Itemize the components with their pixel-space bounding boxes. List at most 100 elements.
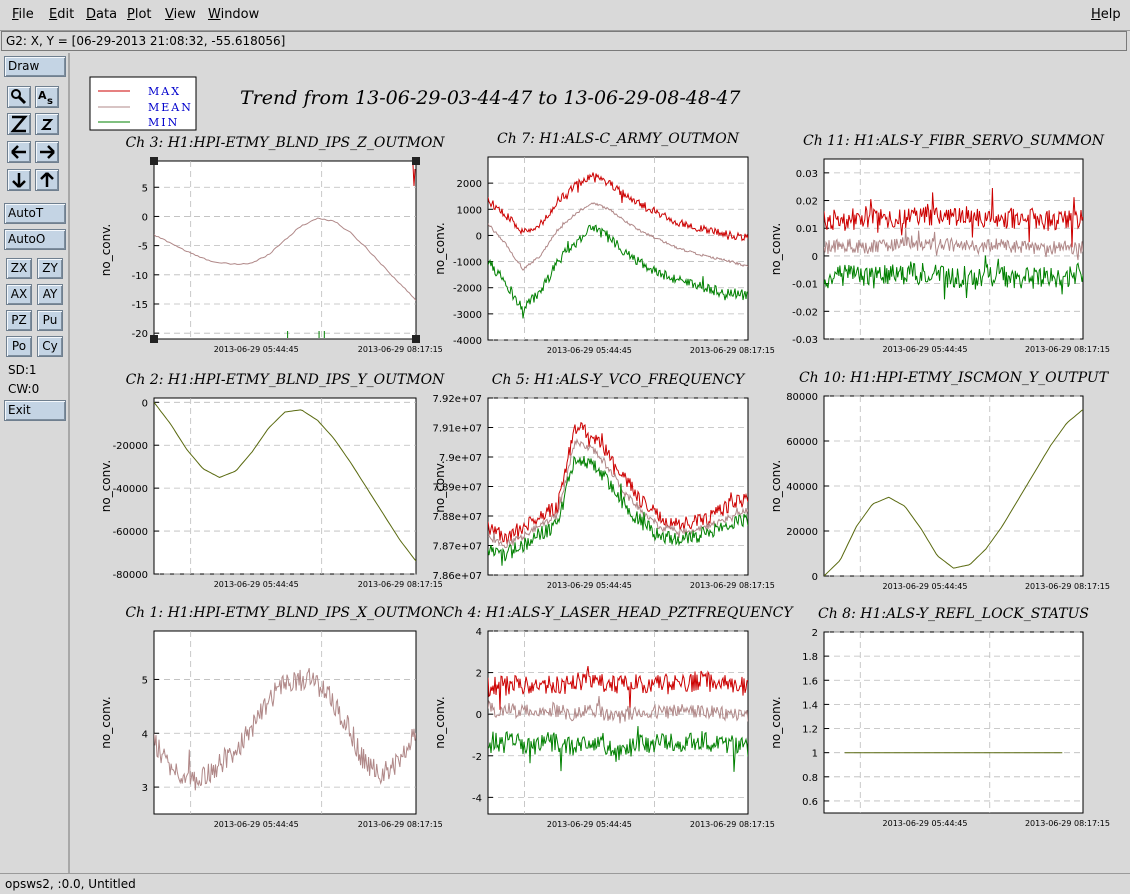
y-tick-label: 4 [476, 627, 482, 638]
selection-handle[interactable] [150, 157, 158, 165]
x-tick-label: 2013-06-29 05:44:45 [547, 820, 632, 829]
zoom-in-icon[interactable] [7, 113, 31, 135]
selection-handle[interactable] [150, 335, 158, 343]
y-tick-label: 0 [476, 231, 482, 242]
chart-title: Ch 10: H1:HPI-ETMY_ISCMON_Y_OUTPUT [799, 370, 1110, 386]
cy-button[interactable]: Cy [37, 336, 63, 357]
zoom-out-icon[interactable] [35, 113, 59, 135]
y-tick-label: 0 [476, 710, 482, 721]
arrow-down-icon[interactable] [7, 169, 31, 191]
plot-area[interactable] [823, 631, 1084, 814]
plot-area[interactable] [487, 156, 749, 341]
magnify-icon[interactable] [7, 86, 31, 108]
legend-label-mean: MEAN [148, 101, 193, 114]
y-tick-label: 7.87e+07 [432, 542, 482, 553]
y-axis-label: no_conv. [769, 460, 783, 512]
plot-area[interactable] [153, 397, 417, 575]
po-button[interactable]: Po [6, 336, 32, 357]
draw-button[interactable]: Draw [4, 56, 66, 77]
legend-label-min: MIN [148, 116, 179, 129]
y-tick-label: -60000 [113, 527, 148, 538]
x-tick-label: 2013-06-29 08:17:15 [358, 345, 443, 354]
x-tick-label: 2013-06-29 05:44:45 [883, 582, 968, 591]
y-tick-label: 3 [142, 783, 148, 794]
arrow-right-icon[interactable] [35, 141, 59, 163]
y-tick-label: -40000 [113, 484, 148, 495]
chart-4: -80000 -60000 -40000 -20000 0 2013-06-29 05:4… [99, 372, 445, 589]
menu-file[interactable]: File [12, 7, 34, 22]
y-tick-label: -80000 [113, 570, 148, 581]
y-tick-label: -0.02 [792, 307, 818, 318]
arrow-left-icon[interactable] [7, 141, 31, 163]
menu-plot[interactable]: Plot [127, 7, 152, 22]
series-line-min [824, 255, 1083, 300]
menu-data[interactable]: Data [86, 7, 118, 22]
series-line-mean [154, 217, 416, 301]
y-tick-label: 2000 [457, 179, 482, 190]
plot-area[interactable] [153, 630, 417, 815]
chart-2: -4000 -3000 -2000 -1000 0 1000 2000 2013-06-29 … [433, 131, 775, 355]
menu-view[interactable]: View [165, 7, 196, 22]
zx-button[interactable]: ZX [6, 258, 32, 279]
y-tick-label: 0 [142, 398, 148, 409]
y-tick-label: 7.9e+07 [439, 453, 482, 464]
y-tick-label: 1 [812, 749, 818, 760]
y-tick-label: -10 [132, 271, 148, 282]
series-line-max [412, 164, 416, 187]
y-tick-label: 2 [812, 628, 818, 639]
selection-handle[interactable] [412, 157, 420, 165]
menu-edit[interactable]: Edit [49, 7, 75, 22]
y-axis-label: no_conv. [99, 460, 113, 512]
y-tick-label: 0 [142, 212, 148, 223]
y-tick-label: 80000 [786, 392, 818, 403]
svg-text:s: s [47, 96, 53, 107]
y-tick-label: -20 [132, 329, 148, 340]
chart-title: Ch 5: H1:ALS-Y_VCO_FREQUENCY [492, 372, 746, 388]
svg-text:A: A [38, 89, 47, 102]
x-tick-label: 2013-06-29 08:17:15 [358, 580, 443, 589]
ax-button[interactable]: AX [6, 284, 32, 305]
series-line-mean [488, 695, 748, 724]
status-bar: opsws2, :0.0, Untitled [0, 873, 1130, 894]
auto-o-button[interactable]: AutoO [4, 229, 66, 250]
y-tick-label: 1.6 [802, 676, 818, 687]
y-tick-label: -4 [472, 793, 482, 804]
chart-5: 7.86e+07 7.87e+07 7.88e+07 7.89e+07 7.9e+07 7… [432, 372, 774, 590]
zy-button[interactable]: ZY [37, 258, 63, 279]
plot-area[interactable] [153, 160, 417, 340]
chart-8: -4 -2 0 2 4 2013-06-29 05:44:45 2013-06-29 08:… [433, 605, 794, 829]
chart-title: Ch 3: H1:HPI-ETMY_BLND_IPS_Z_OUTMON [125, 135, 445, 151]
ay-button[interactable]: AY [37, 284, 63, 305]
y-tick-label: -3000 [453, 310, 482, 321]
y-tick-label: 1.4 [802, 700, 818, 711]
series-line-min [488, 224, 748, 319]
y-tick-label: 7.88e+07 [432, 512, 482, 523]
auto-t-button[interactable]: AutoT [4, 203, 66, 224]
x-tick-label: 2013-06-29 08:17:15 [690, 581, 775, 590]
plot-area[interactable] [487, 630, 749, 815]
chart-title: Ch 4: H1:ALS-Y_LASER_HEAD_PZTFREQUENCY [443, 605, 794, 621]
pu-button[interactable]: Pu [37, 310, 63, 331]
y-tick-label: 0 [812, 252, 818, 263]
legend-box: MAX MEAN MIN [89, 76, 197, 131]
x-tick-label: 2013-06-29 05:44:45 [547, 346, 632, 355]
pz-button[interactable]: PZ [6, 310, 32, 331]
series-line-mean [488, 202, 748, 271]
chart-6: 0 20000 40000 60000 80000 2013-06-29 05:44:45… [769, 370, 1110, 591]
y-tick-label: 5 [142, 675, 148, 686]
selection-handle[interactable] [412, 335, 420, 343]
chart-title: Ch 7: H1:ALS-C_ARMY_OUTMON [497, 131, 740, 147]
arrow-up-icon[interactable] [35, 169, 59, 191]
chart-title: Ch 11: H1:ALS-Y_FIBR_SERVO_SUMMON [803, 133, 1105, 149]
y-tick-label: -20000 [113, 441, 148, 452]
menu-window[interactable]: Window [208, 7, 260, 22]
exit-button[interactable]: Exit [4, 400, 66, 421]
x-tick-label: 2013-06-29 08:17:15 [1025, 819, 1110, 828]
x-tick-label: 2013-06-29 08:17:15 [1025, 345, 1110, 354]
y-tick-label: 0.02 [796, 197, 818, 208]
y-tick-label: 7.92e+07 [432, 394, 482, 405]
menu-help[interactable]: Help [1091, 7, 1121, 22]
y-axis-label: no_conv. [433, 460, 447, 512]
y-tick-label: 0.03 [796, 169, 818, 180]
